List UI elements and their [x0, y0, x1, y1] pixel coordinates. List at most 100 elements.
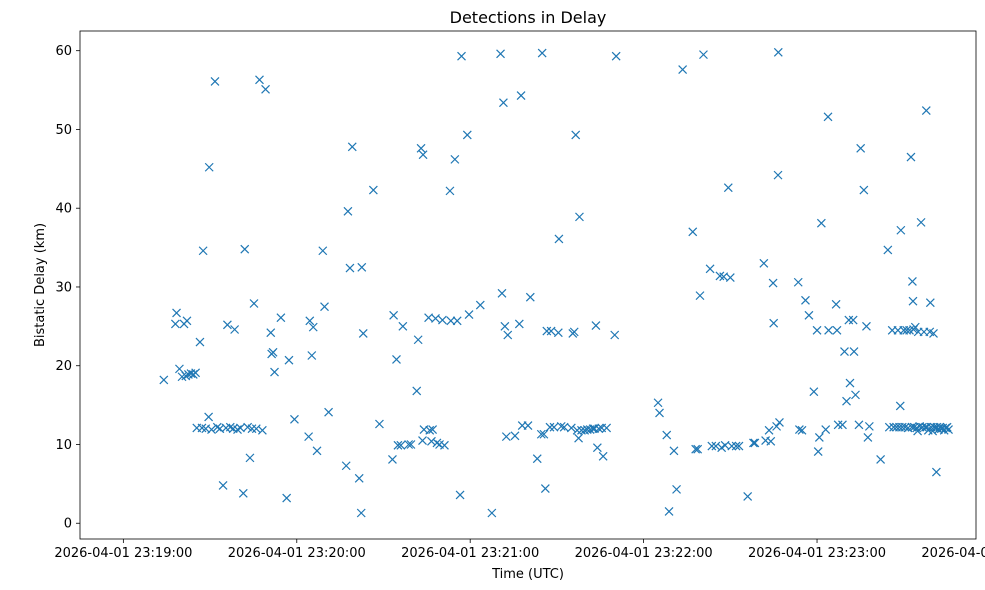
data-point [396, 440, 406, 450]
data-point [602, 423, 612, 433]
data-point [450, 154, 460, 164]
data-point [653, 398, 663, 408]
data-point [591, 321, 601, 330]
data-point [499, 98, 508, 108]
data-point [261, 84, 270, 94]
data-point [427, 436, 436, 446]
data-point [222, 320, 232, 330]
data-point [238, 488, 248, 498]
data-point [388, 455, 397, 464]
data-point [768, 278, 778, 288]
data-point [312, 446, 322, 456]
data-point [773, 47, 783, 57]
data-point [218, 481, 228, 490]
data-point [464, 310, 474, 319]
data-point [772, 421, 781, 431]
data-point [539, 429, 549, 439]
data-point [944, 425, 953, 434]
y-tick-label: 10 [55, 438, 72, 453]
data-point [764, 425, 774, 435]
data-point [553, 328, 563, 338]
chart-title: Detections in Delay [450, 8, 607, 27]
data-point [734, 441, 744, 451]
data-point [863, 432, 873, 442]
data-point [431, 314, 440, 323]
x-tick-label: 2026-04-01 23:23:00 [748, 546, 886, 561]
data-point [929, 329, 938, 338]
data-point [182, 316, 192, 326]
data-point [240, 244, 250, 254]
data-point [210, 76, 220, 86]
data-point [428, 425, 438, 434]
data-point [594, 424, 604, 434]
data-point [354, 473, 364, 483]
data-point [759, 258, 769, 268]
data-point [727, 441, 737, 451]
data-point [549, 422, 559, 432]
data-point [691, 444, 701, 454]
data-point [773, 170, 783, 180]
data-point [172, 308, 181, 318]
data-point [876, 455, 886, 464]
data-point [801, 295, 810, 305]
data-point [832, 325, 842, 335]
data-point [462, 130, 472, 140]
data-point [610, 330, 620, 340]
data-point [910, 322, 920, 332]
data-point [425, 425, 435, 435]
data-point [540, 484, 550, 494]
data-point [821, 425, 831, 434]
data-point [921, 106, 931, 115]
data-point [766, 436, 776, 446]
data-point [844, 315, 854, 325]
data-point [731, 441, 741, 451]
data-point [793, 277, 803, 287]
x-axis-label: Time (UTC) [491, 567, 564, 582]
data-point [282, 493, 292, 503]
data-point [750, 438, 760, 448]
plot-frame [79, 30, 977, 540]
data-point [862, 321, 871, 331]
data-point [574, 433, 584, 443]
data-point [445, 186, 455, 196]
data-point [688, 227, 698, 237]
data-point [883, 245, 893, 255]
data-point [916, 217, 926, 227]
data-point [672, 484, 681, 494]
data-point [406, 440, 416, 449]
data-point [389, 310, 399, 320]
data-point [255, 75, 264, 85]
data-point [324, 407, 333, 417]
data-point [907, 277, 917, 286]
data-point [266, 328, 276, 338]
data-point [775, 418, 784, 427]
data-point [204, 412, 214, 422]
data-point [452, 316, 462, 326]
data-point [438, 315, 447, 325]
data-point [343, 206, 353, 216]
y-tick-label: 20 [55, 359, 72, 374]
data-point [457, 51, 466, 61]
y-tick-label: 30 [55, 280, 72, 295]
data-point [305, 316, 315, 326]
data-point [290, 414, 299, 424]
data-point [207, 425, 216, 434]
data-point [669, 446, 679, 456]
data-point [195, 337, 205, 347]
data-point [418, 436, 427, 445]
data-point [592, 443, 602, 453]
data-point [413, 335, 423, 345]
data-point [404, 440, 414, 449]
data-point [235, 423, 245, 433]
data-point [475, 300, 485, 310]
data-point [307, 351, 317, 360]
data-point [824, 325, 834, 335]
data-point [487, 508, 497, 518]
data-point [699, 50, 708, 60]
data-point [523, 421, 533, 431]
data-point [925, 298, 935, 308]
data-point [181, 371, 191, 381]
data-point [864, 421, 874, 431]
y-tick-label: 50 [55, 123, 72, 138]
